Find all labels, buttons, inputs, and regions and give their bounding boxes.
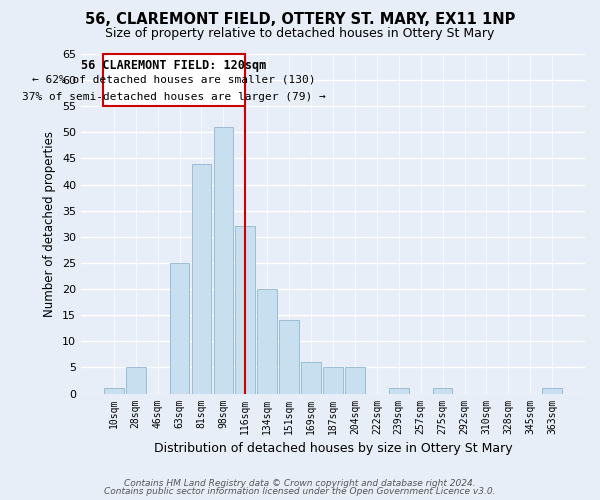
X-axis label: Distribution of detached houses by size in Ottery St Mary: Distribution of detached houses by size … [154,442,512,455]
Bar [104,388,124,394]
Text: ← 62% of detached houses are smaller (130): ← 62% of detached houses are smaller (13… [32,75,316,85]
Bar [214,127,233,394]
Bar [235,226,255,394]
Text: 37% of semi-detached houses are larger (79) →: 37% of semi-detached houses are larger (… [22,92,326,102]
Text: 56, CLAREMONT FIELD, OTTERY ST. MARY, EX11 1NP: 56, CLAREMONT FIELD, OTTERY ST. MARY, EX… [85,12,515,28]
Bar [433,388,452,394]
Bar [279,320,299,394]
Text: 56 CLAREMONT FIELD: 120sqm: 56 CLAREMONT FIELD: 120sqm [82,59,266,72]
FancyBboxPatch shape [103,54,245,106]
Text: Size of property relative to detached houses in Ottery St Mary: Size of property relative to detached ho… [106,28,494,40]
Bar [389,388,409,394]
Bar [542,388,562,394]
Bar [257,289,277,394]
Bar [170,263,190,394]
Bar [345,368,365,394]
Bar [301,362,321,394]
Y-axis label: Number of detached properties: Number of detached properties [43,131,56,317]
Bar [323,368,343,394]
Text: Contains public sector information licensed under the Open Government Licence v3: Contains public sector information licen… [104,487,496,496]
Bar [191,164,211,394]
Bar [126,368,146,394]
Text: Contains HM Land Registry data © Crown copyright and database right 2024.: Contains HM Land Registry data © Crown c… [124,478,476,488]
